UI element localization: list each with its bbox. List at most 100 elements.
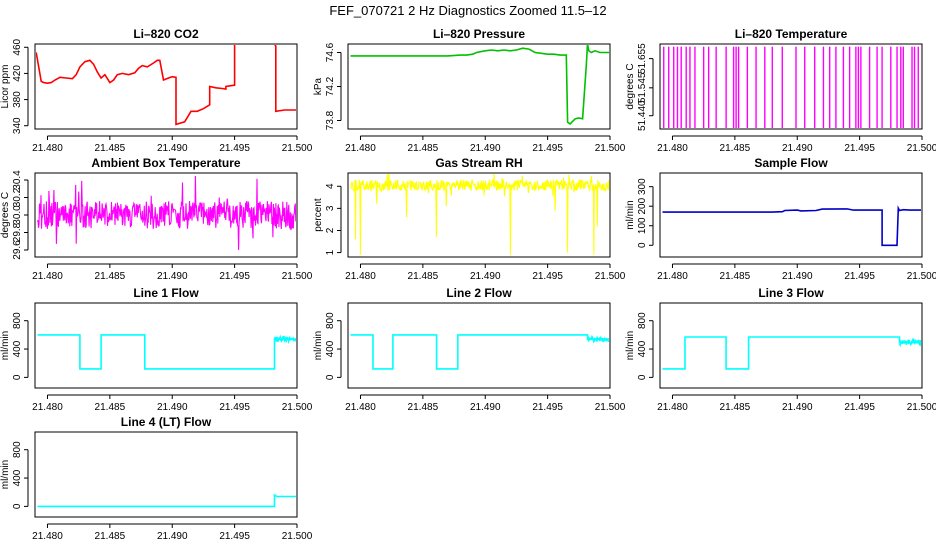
y-axis: 340 380 420 460: [12, 38, 29, 134]
y-tick-label: 30.4: [12, 170, 23, 190]
x-tick-label: 21.500: [595, 271, 626, 282]
panel-4: Ambient Box Temperature 21.480 21.485 21.49…: [0, 156, 313, 282]
panel-9: Line 3 Flow 21.480 21.485 21.490 21.495 21.50…: [625, 286, 936, 413]
series-line: [662, 336, 921, 370]
x-tick-label: 21.495: [844, 271, 875, 282]
y-tick-label: 30.0: [12, 205, 23, 225]
y-tick-label: 74.6: [325, 42, 336, 62]
x-tick-label: 21.500: [907, 143, 936, 154]
x-tick-label: 21.495: [219, 531, 250, 540]
x-tick-label: 21.485: [95, 402, 126, 413]
x-tick-label: 21.500: [282, 271, 313, 282]
x-tick-label: 21.480: [345, 402, 376, 413]
y-tick-label: 400: [325, 340, 336, 357]
y-tick-label: 800: [12, 312, 23, 329]
x-tick-label: 21.495: [532, 271, 563, 282]
y-axis-label: ml/min: [625, 331, 636, 360]
x-axis: 21.480 21.485 21.490 21.495 21.500: [345, 394, 626, 413]
plot-area: [36, 45, 296, 126]
x-tick-label: 21.485: [95, 531, 126, 540]
x-tick-label: 21.490: [782, 402, 813, 413]
y-tick-label: 30.2: [12, 187, 23, 207]
x-tick-label: 21.480: [32, 271, 63, 282]
y-tick-label: 400: [12, 469, 23, 486]
panel-title: Line 3 Flow: [758, 286, 824, 300]
y-tick-label: 51.545: [637, 72, 648, 103]
panel-6: Sample Flow 21.480 21.485 21.490 21.495 21.50…: [625, 156, 936, 282]
y-axis: 0 100 200 300: [637, 178, 654, 248]
x-tick-label: 21.495: [844, 402, 875, 413]
x-tick-label: 21.485: [408, 271, 439, 282]
y-axis: 1 2 3 4: [325, 183, 342, 255]
x-tick-label: 21.490: [157, 143, 188, 154]
y-tick-label: 200: [637, 197, 648, 214]
y-axis-label: ml/min: [625, 200, 636, 229]
x-axis: 21.480 21.485 21.490 21.495 21.500: [345, 263, 626, 282]
x-tick-label: 21.480: [32, 402, 63, 413]
plot-area: [350, 174, 609, 255]
y-tick-label: 400: [12, 340, 23, 357]
x-tick-label: 21.485: [408, 143, 439, 154]
series-line: [662, 205, 921, 247]
x-tick-label: 21.490: [157, 402, 188, 413]
panel-8: Line 2 Flow 21.480 21.485 21.490 21.495 21.50…: [313, 286, 626, 413]
x-tick-label: 21.485: [720, 402, 751, 413]
x-tick-label: 21.485: [408, 402, 439, 413]
series-line: [37, 334, 296, 370]
y-axis-label: ml/min: [313, 331, 324, 360]
plot-area: [37, 334, 296, 370]
y-axis-label: degrees C: [625, 63, 636, 109]
y-tick-label: 100: [637, 217, 648, 234]
panel-grid: Li–820 CO2 21.480 21.485 21.490 21.495 21.500…: [0, 27, 936, 540]
y-tick-label: 0: [637, 374, 648, 380]
y-axis-label: ml/min: [0, 460, 11, 489]
y-axis: 0 400 800: [12, 441, 29, 509]
x-tick-label: 21.480: [657, 271, 688, 282]
panel-title: Line 2 Flow: [446, 286, 512, 300]
x-tick-label: 21.495: [532, 402, 563, 413]
series-line: [350, 45, 609, 125]
y-tick-label: 400: [637, 340, 648, 357]
y-tick-label: 300: [637, 178, 648, 195]
y-axis: 0 400 800: [325, 312, 342, 380]
plot-area: [663, 46, 919, 128]
x-axis: 21.480 21.485 21.490 21.495 21.500: [657, 394, 936, 413]
x-tick-label: 21.500: [907, 402, 936, 413]
x-tick-label: 21.495: [219, 271, 250, 282]
series-line: [350, 334, 609, 370]
x-tick-label: 21.485: [720, 143, 751, 154]
y-tick-label: 0: [12, 503, 23, 509]
series-noise: [898, 337, 921, 348]
y-tick-label: 380: [12, 91, 23, 108]
series-line: [37, 493, 296, 508]
x-tick-label: 21.500: [907, 271, 936, 282]
series-noise: [273, 334, 296, 345]
y-axis-label: Licor ppm: [0, 65, 11, 109]
plot-frame: [347, 172, 611, 258]
x-tick-label: 21.480: [345, 143, 376, 154]
plot-area: [662, 205, 921, 247]
x-tick-label: 21.480: [657, 143, 688, 154]
y-axis-label: ml/min: [0, 331, 11, 360]
plot-area: [37, 493, 296, 508]
y-tick-label: 3: [325, 205, 336, 211]
series-line: [36, 45, 296, 126]
plot-area: [350, 45, 609, 125]
y-tick-label: 800: [12, 441, 23, 458]
x-axis: 21.480 21.485 21.490 21.495 21.500: [32, 523, 313, 540]
x-tick-label: 21.480: [345, 271, 376, 282]
y-tick-label: 2: [325, 227, 336, 233]
y-axis-label: kPa: [313, 77, 324, 95]
panel-title: Li–820 CO2: [133, 27, 199, 41]
x-tick-label: 21.485: [95, 271, 126, 282]
y-tick-label: 0: [637, 242, 648, 248]
plot-area: [662, 336, 921, 370]
y-axis: 0 400 800: [637, 312, 654, 380]
x-axis: 21.480 21.485 21.490 21.495 21.500: [32, 263, 313, 282]
x-tick-label: 21.495: [219, 402, 250, 413]
panel-title: Sample Flow: [754, 156, 828, 170]
series-line: [350, 174, 609, 255]
